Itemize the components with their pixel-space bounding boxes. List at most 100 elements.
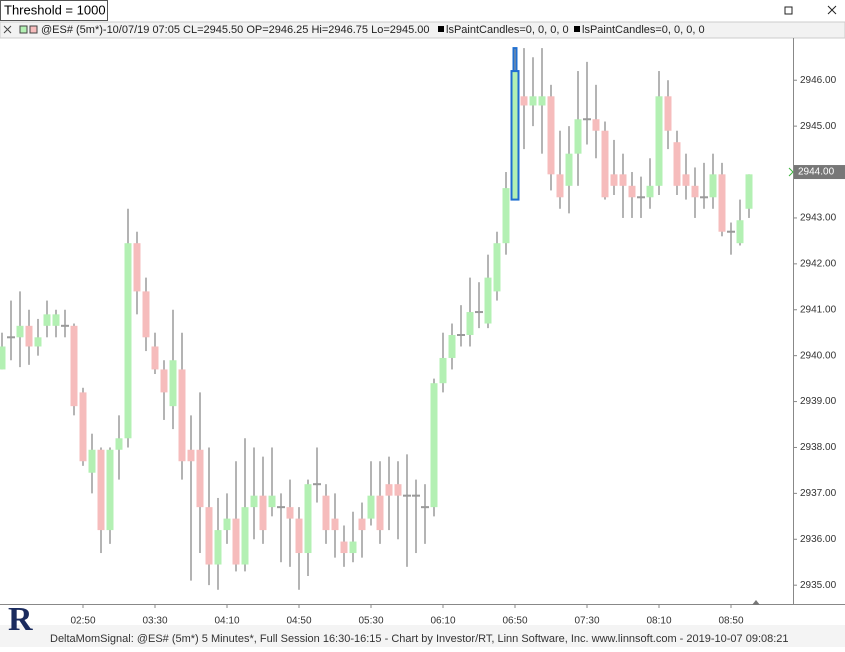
logo: R	[8, 601, 33, 638]
candle-body	[664, 96, 672, 131]
y-tick-label: 2935.00	[800, 580, 837, 591]
restore-button[interactable]	[784, 6, 793, 15]
candle-body	[205, 507, 213, 565]
candle-body	[52, 314, 60, 326]
plot-area: 2935.00 2936.00 2937.00 2938.00 2939.00 2940.…	[0, 47, 845, 627]
y-tick-label: 2939.00	[800, 396, 837, 407]
candle-body	[196, 449, 204, 508]
candle-body	[376, 495, 384, 531]
y-tick-label: 2936.00	[800, 534, 837, 545]
candle-body	[510, 70, 520, 201]
candle-body	[439, 357, 447, 384]
x-tick-label: 03:30	[142, 616, 167, 627]
x-tick-label: 08:10	[646, 616, 671, 627]
candle-body	[646, 185, 654, 198]
candle-body	[34, 337, 42, 347]
candle-body	[25, 325, 33, 347]
candle-body	[169, 360, 177, 407]
candle-body	[151, 346, 159, 370]
last-price-label: 2944.00	[798, 167, 835, 178]
x-tick-label: 08:50	[718, 616, 743, 627]
candle-body	[655, 96, 663, 186]
candle-body	[304, 484, 312, 554]
x-tick-label: 04:10	[214, 616, 239, 627]
footer-bar	[0, 625, 845, 647]
indicator-swatch	[574, 26, 580, 32]
candle-body	[565, 153, 573, 186]
candle-body	[295, 518, 303, 554]
candle-body	[628, 185, 636, 198]
candle-body	[223, 518, 231, 531]
candle-body	[673, 142, 681, 186]
candle-body	[142, 291, 150, 338]
y-tick-label: 2938.00	[800, 442, 837, 453]
candle-body	[358, 518, 366, 531]
candle-body	[493, 243, 501, 292]
candle-body	[331, 518, 339, 531]
candle-body	[484, 277, 492, 324]
candle-body	[745, 174, 753, 209]
candle-body	[466, 312, 474, 336]
candle-body	[448, 335, 456, 358]
y-tick-label: 2941.00	[800, 304, 837, 315]
x-tick-label: 06:50	[502, 616, 527, 627]
candle-body	[115, 438, 123, 450]
candle-body	[529, 96, 537, 106]
legend-bar	[0, 21, 845, 39]
indicator-swatch	[438, 26, 444, 32]
candle-body	[349, 541, 357, 554]
candle-body	[0, 346, 6, 370]
candle-body	[619, 174, 627, 186]
candle-body	[610, 174, 618, 186]
candle-body	[502, 188, 510, 244]
candle-body	[322, 495, 330, 531]
x-tick-label: 05:30	[358, 616, 383, 627]
candle-body	[79, 392, 87, 462]
indicator-text: lsPaintCandles=0, 0, 0, 0	[446, 24, 569, 36]
candle-body	[286, 507, 294, 519]
window-buttons[interactable]	[784, 5, 837, 15]
candle-body	[97, 449, 105, 531]
legend-text: @ES# (5m*)-10/07/19 07:05 CL=2945.50 OP=…	[41, 24, 430, 36]
candle-body	[70, 325, 78, 407]
title-box	[0, 0, 108, 21]
candle-body	[124, 243, 132, 439]
candle-body	[592, 119, 600, 131]
candle-body	[691, 185, 699, 198]
window-title: Threshold = 1000	[4, 2, 106, 17]
candle-body	[718, 174, 726, 232]
candle-body	[547, 96, 555, 175]
legend-down-swatch	[29, 25, 38, 34]
candle-body	[16, 325, 24, 338]
y-tick-label: 2946.00	[800, 75, 837, 86]
candle-body	[340, 541, 348, 554]
candle-body	[601, 130, 609, 198]
close-button[interactable]	[827, 5, 837, 15]
selection-wick	[512, 47, 518, 73]
candle-body	[682, 174, 690, 186]
y-tick-label: 2943.00	[800, 213, 837, 224]
x-tick-label: 06:10	[430, 616, 455, 627]
x-tick-label: 02:50	[70, 616, 95, 627]
candle-body	[106, 449, 114, 531]
x-tick-label: 04:50	[286, 616, 311, 627]
candle-body	[178, 369, 186, 462]
candle-body	[259, 495, 267, 531]
scroll-marker	[752, 600, 760, 605]
candle-body	[556, 174, 564, 198]
legend-close[interactable]	[3, 25, 12, 34]
candle-body	[133, 243, 141, 292]
candle-body	[520, 96, 528, 106]
y-tick-label: 2937.00	[800, 488, 837, 499]
candle-body	[385, 484, 393, 496]
y-tick-label: 2940.00	[800, 350, 837, 361]
last-price-box	[794, 165, 845, 180]
x-tick-label: 07:30	[574, 616, 599, 627]
candle-body	[268, 495, 276, 508]
candle-body	[43, 314, 51, 326]
candle-body	[160, 369, 168, 393]
candle-body	[709, 174, 717, 198]
candle-body	[394, 484, 402, 496]
